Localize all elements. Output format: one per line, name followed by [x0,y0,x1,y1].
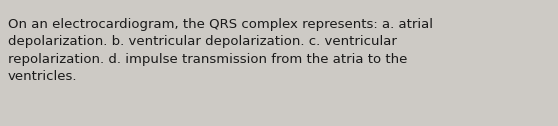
Text: On an electrocardiogram, the QRS complex represents: a. atrial
depolarization. b: On an electrocardiogram, the QRS complex… [8,18,433,84]
